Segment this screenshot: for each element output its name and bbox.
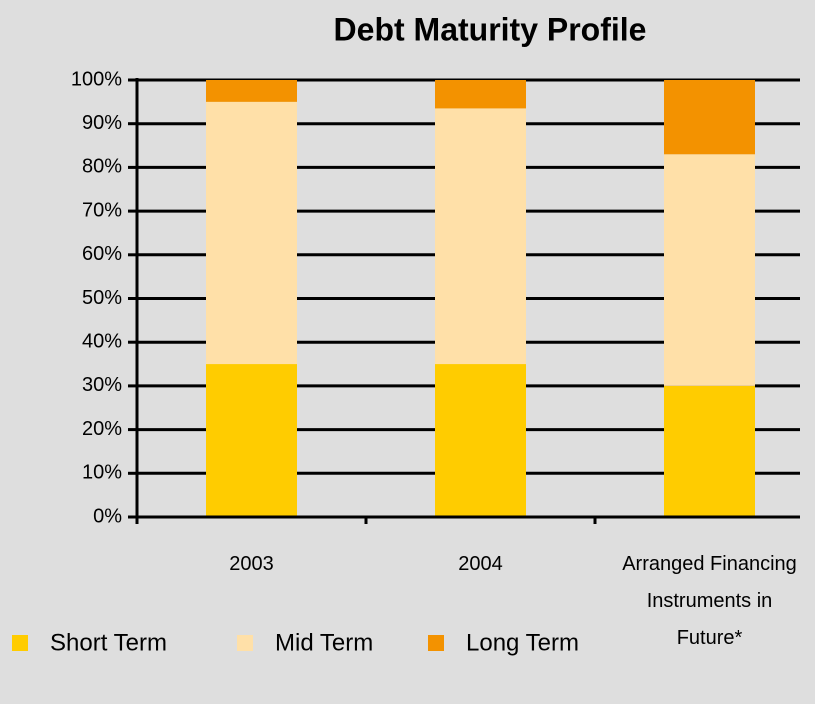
legend-swatch (12, 635, 28, 651)
bar-segment (435, 108, 526, 365)
y-tick-label: 0% (93, 505, 122, 527)
legend-label: Short Term (50, 629, 167, 656)
x-tick-label: 2003 (229, 553, 274, 575)
y-tick-label: 80% (82, 156, 122, 178)
legend-label: Long Term (466, 629, 579, 656)
y-tick-label: 60% (82, 243, 122, 265)
legend-swatch (237, 635, 253, 651)
x-tick-label: 2004 (458, 553, 503, 575)
bar-segment (206, 101, 297, 365)
bar-segment (664, 154, 755, 386)
y-tick-label: 90% (82, 112, 122, 134)
y-tick-label: 40% (82, 330, 122, 352)
bar-segment (664, 80, 755, 155)
bar-segment (206, 80, 297, 102)
bar-segment (435, 80, 526, 109)
y-tick-label: 100% (71, 68, 122, 90)
y-tick-label: 30% (82, 374, 122, 396)
bar-segment (206, 364, 297, 517)
y-tick-label: 10% (82, 462, 122, 484)
y-tick-label: 20% (82, 418, 122, 440)
legend-swatch (428, 635, 444, 651)
chart-title: Debt Maturity Profile (334, 11, 647, 47)
bar-segment (435, 364, 526, 517)
x-tick-label: Arranged Financing Instruments in Future… (622, 553, 797, 649)
y-tick-label: 50% (82, 287, 122, 309)
legend-label: Mid Term (275, 629, 373, 656)
bar-segment (664, 385, 755, 517)
y-tick-label: 70% (82, 199, 122, 221)
